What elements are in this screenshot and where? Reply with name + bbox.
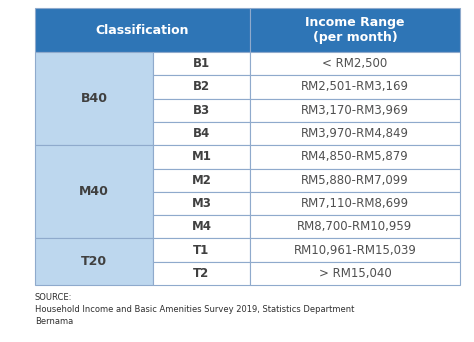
- Bar: [250, 98, 460, 122]
- Text: B40: B40: [81, 92, 108, 105]
- Text: < RM2,500: < RM2,500: [322, 57, 388, 70]
- Bar: [250, 238, 460, 262]
- Bar: [250, 52, 460, 75]
- Text: M1: M1: [191, 150, 211, 163]
- Text: T1: T1: [193, 244, 210, 256]
- Bar: [250, 262, 460, 285]
- Text: B2: B2: [193, 80, 210, 93]
- Bar: [153, 192, 250, 215]
- Bar: [35, 52, 153, 145]
- Text: SOURCE:
Household Income and Basic Amenities Survey 2019, Statistics Department
: SOURCE: Household Income and Basic Ameni…: [35, 293, 355, 326]
- Bar: [153, 75, 250, 98]
- Text: RM3,970-RM4,849: RM3,970-RM4,849: [301, 127, 409, 140]
- Text: Income Range
(per month): Income Range (per month): [305, 16, 405, 44]
- Text: RM4,850-RM5,879: RM4,850-RM5,879: [301, 150, 409, 163]
- Text: Classification: Classification: [96, 24, 189, 37]
- Text: M3: M3: [191, 197, 211, 210]
- Bar: [250, 122, 460, 145]
- Bar: [153, 52, 250, 75]
- Bar: [250, 215, 460, 238]
- Text: RM3,170-RM3,969: RM3,170-RM3,969: [301, 104, 409, 117]
- Bar: [153, 145, 250, 169]
- Text: RM8,700-RM10,959: RM8,700-RM10,959: [297, 220, 413, 233]
- Text: T2: T2: [193, 267, 210, 280]
- Bar: [153, 238, 250, 262]
- Bar: [153, 122, 250, 145]
- Text: B4: B4: [193, 127, 210, 140]
- Text: M4: M4: [191, 220, 211, 233]
- Text: B1: B1: [193, 57, 210, 70]
- Text: B3: B3: [193, 104, 210, 117]
- Text: RM2,501-RM3,169: RM2,501-RM3,169: [301, 80, 409, 93]
- Bar: [35, 145, 153, 238]
- Bar: [250, 169, 460, 192]
- Text: > RM15,040: > RM15,040: [319, 267, 392, 280]
- Text: RM10,961-RM15,039: RM10,961-RM15,039: [293, 244, 417, 256]
- Bar: [250, 192, 460, 215]
- Text: M40: M40: [79, 185, 109, 198]
- Bar: [153, 262, 250, 285]
- Text: T20: T20: [81, 255, 107, 268]
- Text: RM5,880-RM7,099: RM5,880-RM7,099: [301, 174, 409, 187]
- Bar: [250, 75, 460, 98]
- Bar: [250, 8, 460, 52]
- Text: M2: M2: [191, 174, 211, 187]
- Bar: [35, 238, 153, 285]
- Bar: [153, 215, 250, 238]
- Bar: [153, 98, 250, 122]
- Text: RM7,110-RM8,699: RM7,110-RM8,699: [301, 197, 409, 210]
- Bar: [250, 145, 460, 169]
- Bar: [35, 8, 250, 52]
- Bar: [153, 169, 250, 192]
